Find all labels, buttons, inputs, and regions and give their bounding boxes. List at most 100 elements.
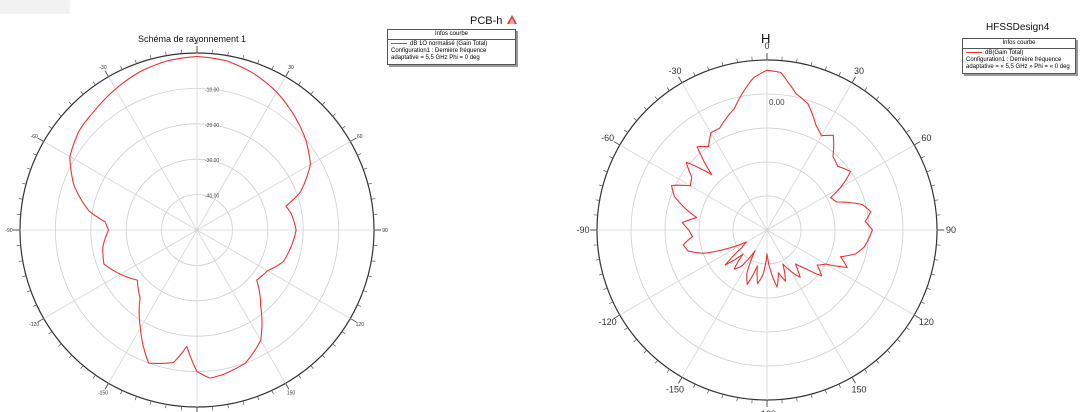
angle-tick-label: 30 bbox=[288, 65, 294, 71]
series-line bbox=[69, 55, 311, 379]
angle-tick-mark bbox=[934, 199, 939, 201]
angle-tick-mark bbox=[897, 339, 901, 343]
angle-tick-mark bbox=[257, 59, 260, 64]
radial-tick-label: 0.00 bbox=[769, 98, 785, 107]
angle-tick-mark bbox=[165, 51, 167, 56]
angle-tick-mark bbox=[18, 198, 23, 200]
angle-tick-mark bbox=[48, 125, 53, 129]
angle-tick-mark bbox=[913, 141, 921, 146]
angle-tick-mark bbox=[926, 287, 931, 290]
angle-tick-label: 0 bbox=[196, 40, 199, 46]
angle-tick-mark bbox=[796, 58, 798, 63]
angle-tick-mark bbox=[851, 376, 856, 384]
angle-tick-mark bbox=[149, 400, 152, 405]
angle-tick-mark bbox=[332, 113, 336, 117]
legend-left-header: Infos courbe bbox=[388, 30, 515, 40]
angle-tick-mark bbox=[371, 198, 376, 200]
angle-tick-mark bbox=[120, 390, 123, 395]
angle-tick-mark bbox=[920, 156, 925, 159]
angle-tick-mark bbox=[810, 394, 813, 399]
legend-right: Infos courbe dB(Gain Total) Configuratio… bbox=[962, 38, 1076, 74]
chart-title-left: Schéma de rayonnement 1 bbox=[138, 34, 247, 44]
angle-tick-label: -30 bbox=[99, 65, 106, 71]
legend-left-entry: dB 1O normalisé (Gain Total) Configurati… bbox=[388, 40, 515, 64]
angle-tick-mark bbox=[227, 51, 229, 56]
angle-tick-mark bbox=[851, 76, 856, 84]
angle-tick-mark bbox=[609, 156, 614, 159]
angle-tick-mark bbox=[678, 376, 683, 384]
angle-tick-mark bbox=[285, 383, 290, 390]
angle-tick-mark bbox=[350, 318, 357, 323]
angle-tick-mark bbox=[613, 141, 621, 146]
angle-tick-mark bbox=[242, 400, 245, 405]
angle-tick-mark bbox=[68, 354, 73, 359]
angle-tick-mark bbox=[37, 137, 44, 142]
angle-tick-mark bbox=[310, 91, 314, 95]
angle-tick-mark bbox=[68, 101, 73, 106]
angle-tick-mark bbox=[603, 170, 608, 173]
angle-tick-mark bbox=[654, 360, 658, 364]
angle-tick-mark bbox=[257, 396, 260, 401]
angle-tick-mark bbox=[693, 383, 696, 388]
grid-spoke bbox=[766, 229, 915, 316]
angle-tick-mark bbox=[120, 65, 123, 70]
angle-tick-mark bbox=[58, 343, 62, 347]
angle-tick-mark bbox=[332, 343, 336, 347]
legend-right-series-label: dB(Gain Total) bbox=[985, 50, 1024, 56]
radial-tick-label: -30.00 bbox=[205, 158, 219, 164]
grid-spoke bbox=[43, 141, 198, 231]
angle-tick-mark bbox=[721, 394, 724, 399]
angle-tick-mark bbox=[643, 349, 648, 354]
angle-tick-mark bbox=[906, 129, 910, 133]
angle-tick-mark bbox=[595, 259, 600, 261]
grid-spoke bbox=[108, 229, 198, 384]
angle-tick-label: 120 bbox=[356, 322, 365, 328]
angle-tick-label: -60 bbox=[601, 133, 614, 143]
angle-tick-mark bbox=[643, 106, 648, 111]
angle-tick-label: -180 bbox=[758, 409, 776, 412]
angle-tick-mark bbox=[876, 96, 880, 100]
angle-tick-mark bbox=[838, 72, 841, 77]
angle-tick-label: 90 bbox=[946, 225, 956, 235]
angle-tick-label: 90 bbox=[382, 228, 388, 234]
radial-tick-label: -40.00 bbox=[205, 194, 219, 200]
radial-tick-label: -10.00 bbox=[205, 87, 219, 93]
legend-right-swatch bbox=[966, 51, 982, 53]
angle-tick-mark bbox=[886, 106, 891, 111]
angle-tick-mark bbox=[666, 369, 670, 373]
angle-tick-mark bbox=[80, 91, 84, 95]
angle-tick-mark bbox=[876, 360, 880, 364]
angle-tick-mark bbox=[134, 59, 137, 64]
angle-tick-mark bbox=[22, 275, 27, 278]
angle-tick-mark bbox=[357, 304, 362, 307]
angle-tick-mark bbox=[37, 318, 44, 323]
angle-tick-mark bbox=[931, 184, 936, 187]
angle-tick-mark bbox=[341, 331, 346, 335]
legend-left-swatch bbox=[391, 42, 407, 44]
angle-tick-mark bbox=[149, 55, 152, 60]
angle-tick-mark bbox=[367, 275, 372, 278]
corner-strip bbox=[0, 0, 70, 14]
grid-spoke bbox=[766, 229, 853, 378]
angle-tick-mark bbox=[721, 61, 724, 66]
angle-tick-label: -90 bbox=[5, 228, 12, 234]
angle-tick-mark bbox=[654, 96, 658, 100]
angle-tick-mark bbox=[367, 182, 372, 185]
angle-tick-label: 60 bbox=[357, 134, 363, 140]
angle-tick-mark bbox=[838, 383, 841, 388]
angle-tick-mark bbox=[598, 273, 603, 276]
grid-spoke bbox=[619, 144, 768, 231]
angle-tick-mark bbox=[18, 260, 23, 262]
angle-tick-mark bbox=[26, 290, 31, 293]
angle-tick-mark bbox=[227, 404, 229, 409]
angle-tick-label: 60 bbox=[921, 133, 931, 143]
angle-tick-mark bbox=[886, 349, 891, 354]
angle-tick-label: -120 bbox=[29, 322, 39, 328]
angle-tick-mark bbox=[624, 327, 628, 331]
angle-tick-mark bbox=[609, 301, 614, 304]
angle-tick-mark bbox=[603, 287, 608, 290]
legend-right-header: Infos courbe bbox=[963, 39, 1075, 49]
legend-left: Infos courbe dB 1O normalisé (Gain Total… bbox=[387, 29, 516, 65]
angle-tick-label: -150 bbox=[666, 384, 684, 394]
